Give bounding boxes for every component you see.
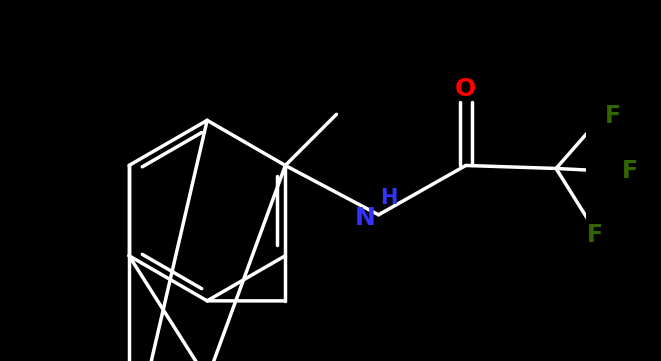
Text: N: N: [354, 206, 375, 230]
Text: F: F: [621, 160, 637, 183]
Text: F: F: [605, 104, 621, 127]
Text: F: F: [587, 223, 603, 247]
Text: H: H: [380, 188, 397, 208]
Text: O: O: [455, 77, 477, 101]
